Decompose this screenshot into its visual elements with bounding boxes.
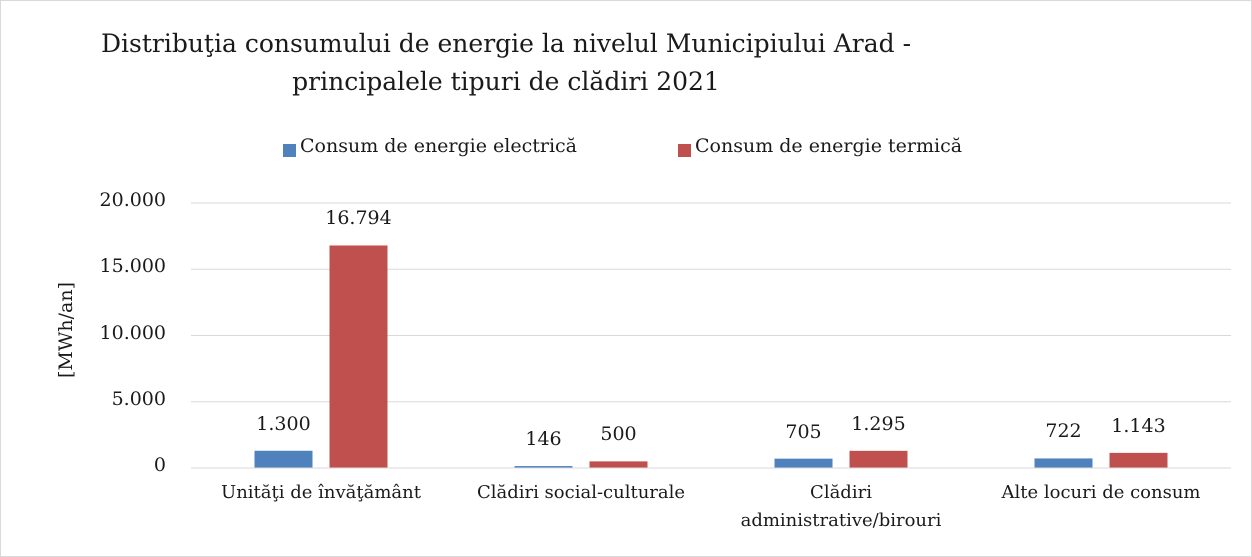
legend-swatch [283, 144, 296, 157]
legend-swatch [678, 144, 691, 157]
chart-title: principalele tipuri de clădiri 2021 [292, 67, 720, 96]
data-label: 16.794 [325, 207, 392, 230]
data-label: 705 [785, 420, 822, 443]
bar [254, 450, 313, 468]
data-label: 1.295 [851, 412, 906, 435]
bar [1109, 452, 1168, 468]
bar [514, 466, 573, 468]
data-label: 1.300 [256, 412, 311, 435]
y-tick-label: 10.000 [99, 321, 166, 344]
chart-title: Distribuţia consumului de energie la niv… [100, 29, 912, 58]
bar [589, 461, 648, 468]
legend-label: Consum de energie electrică [300, 135, 578, 157]
x-tick-label: Alte locuri de consum [1001, 482, 1201, 503]
y-tick-label: 5.000 [111, 387, 166, 410]
data-label: 722 [1045, 420, 1082, 443]
x-tick-label: Clădiri administrative/birouri [740, 482, 942, 531]
x-tick-label: Clădiri social-culturale [476, 482, 686, 503]
bar [329, 245, 388, 468]
data-label: 146 [525, 428, 562, 451]
data-label: 500 [600, 423, 637, 446]
data-label: 1.143 [1111, 414, 1166, 437]
y-tick-label: 15.000 [99, 255, 166, 278]
bar [1034, 458, 1093, 468]
bar [774, 458, 833, 468]
y-tick-label: 0 [153, 454, 166, 476]
bar [849, 450, 908, 468]
x-tick-label: Unităţi de învăţământ [221, 482, 421, 503]
y-tick-label: 20.000 [99, 189, 166, 211]
legend-label: Consum de energie termică [695, 135, 963, 157]
